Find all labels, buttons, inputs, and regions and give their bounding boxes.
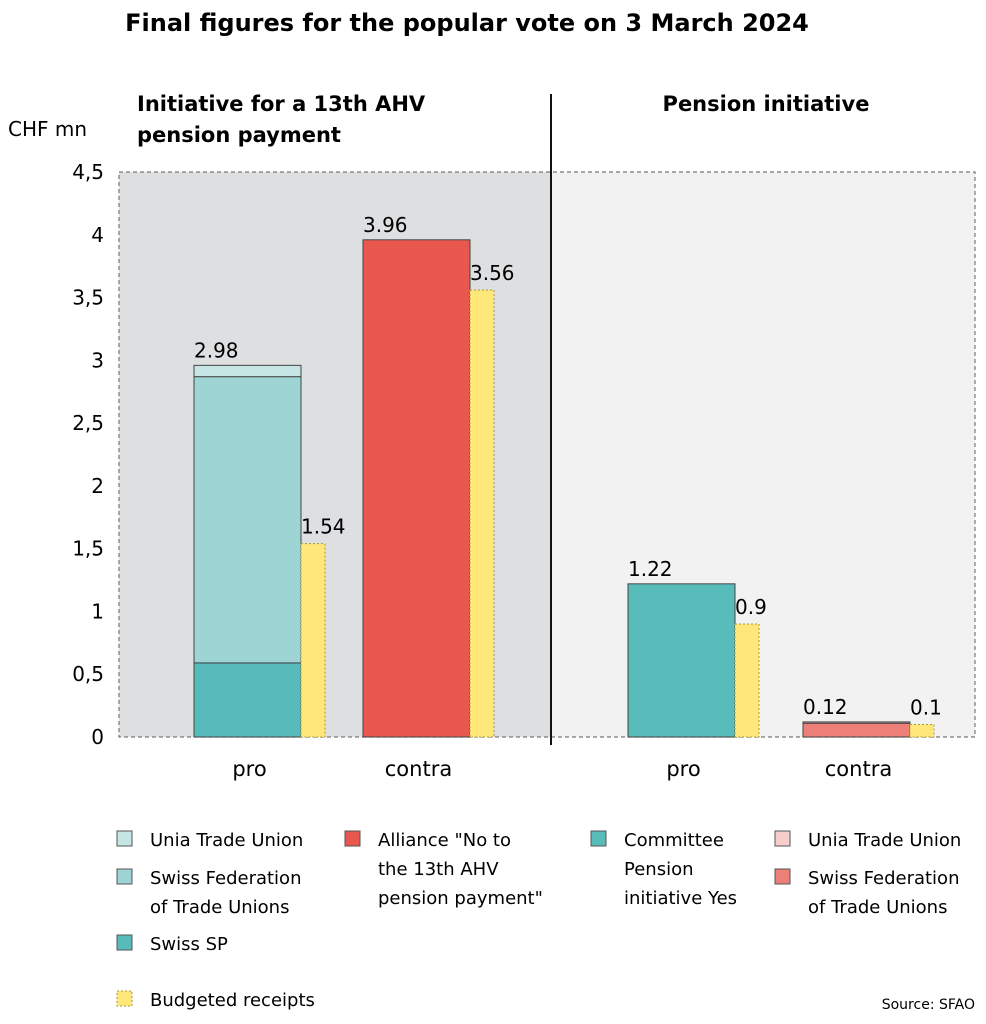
legend-label-committee: Pension (624, 859, 694, 880)
y-axis-label: CHF mn (8, 117, 87, 141)
legend-swatch-sftu-pro (116, 868, 133, 885)
legend-label-alliance: pension payment" (378, 888, 543, 909)
total-value-label: 2.98 (194, 338, 239, 362)
panel-bg-right (551, 172, 975, 737)
y-tick-label: 2,5 (72, 411, 104, 435)
chart-title: Final figures for the popular vote on 3 … (125, 9, 809, 37)
budget-value-label: 0.1 (910, 695, 942, 719)
bar-segment (193, 662, 302, 738)
bar-segment (193, 364, 302, 378)
y-tick-label: 1 (91, 599, 104, 623)
legend-swatch-budgeted (116, 990, 133, 1007)
legend-label-committee: initiative Yes (624, 888, 737, 909)
category-label: pro (232, 757, 266, 781)
panel-title: pension payment (137, 123, 341, 147)
source-note: Source: SFAO (882, 997, 975, 1013)
y-tick-label: 4,5 (72, 160, 104, 184)
legend-swatch-alliance (344, 830, 361, 847)
legend-swatch-unia-contra (774, 830, 791, 847)
legend-swatch-sftu-contra (774, 868, 791, 885)
panel-title: Pension initiative (663, 92, 870, 116)
budget-bar (300, 543, 326, 738)
budget-bar (909, 723, 935, 738)
bar-segment (193, 376, 302, 664)
legend-label-unia-contra: Unia Trade Union (808, 830, 961, 851)
budget-value-label: 0.9 (735, 595, 767, 619)
bar-segment (802, 721, 911, 724)
legend-swatch-committee (590, 830, 607, 847)
category-label: contra (385, 757, 452, 781)
bar-segment (627, 583, 736, 738)
y-tick-label: 3,5 (72, 286, 104, 310)
y-tick-label: 3 (91, 348, 104, 372)
y-tick-label: 1,5 (72, 537, 104, 561)
legend-label-committee: Committee (624, 830, 724, 851)
budget-value-label: 3.56 (470, 261, 515, 285)
legend-label-alliance: Alliance "No to (378, 830, 511, 851)
plot-frame (118, 171, 976, 738)
legend-label-sftu-pro: Swiss Federation (150, 868, 301, 889)
legend-label-sftu-contra: Swiss Federation (808, 868, 959, 889)
total-value-label: 1.22 (628, 557, 673, 581)
category-label: contra (825, 757, 892, 781)
budget-bar (469, 289, 495, 738)
legend-swatch-swiss-sp (116, 934, 133, 951)
total-value-label: 3.96 (363, 213, 408, 237)
y-tick-label: 4 (91, 223, 104, 247)
budget-bar (734, 623, 760, 738)
legend-label-swiss-sp: Swiss SP (150, 934, 228, 955)
legend-label-sftu-pro: of Trade Unions (150, 897, 289, 918)
bar-segment (362, 239, 471, 738)
legend-label-alliance: the 13th AHV (378, 859, 499, 880)
y-tick-label: 0,5 (72, 662, 104, 686)
legend-label-sftu-contra: of Trade Unions (808, 897, 947, 918)
legend-label-unia-pro: Unia Trade Union (150, 830, 303, 851)
bar-segment (802, 722, 911, 738)
y-tick-label: 2 (91, 474, 104, 498)
legend-label-budgeted: Budgeted receipts (150, 990, 315, 1011)
category-label: pro (666, 757, 700, 781)
panel-title: Initiative for a 13th AHV (137, 92, 426, 116)
legend-swatch-unia-pro (116, 830, 133, 847)
y-tick-label: 0 (91, 725, 104, 749)
total-value-label: 0.12 (803, 695, 848, 719)
budget-value-label: 1.54 (301, 515, 346, 539)
